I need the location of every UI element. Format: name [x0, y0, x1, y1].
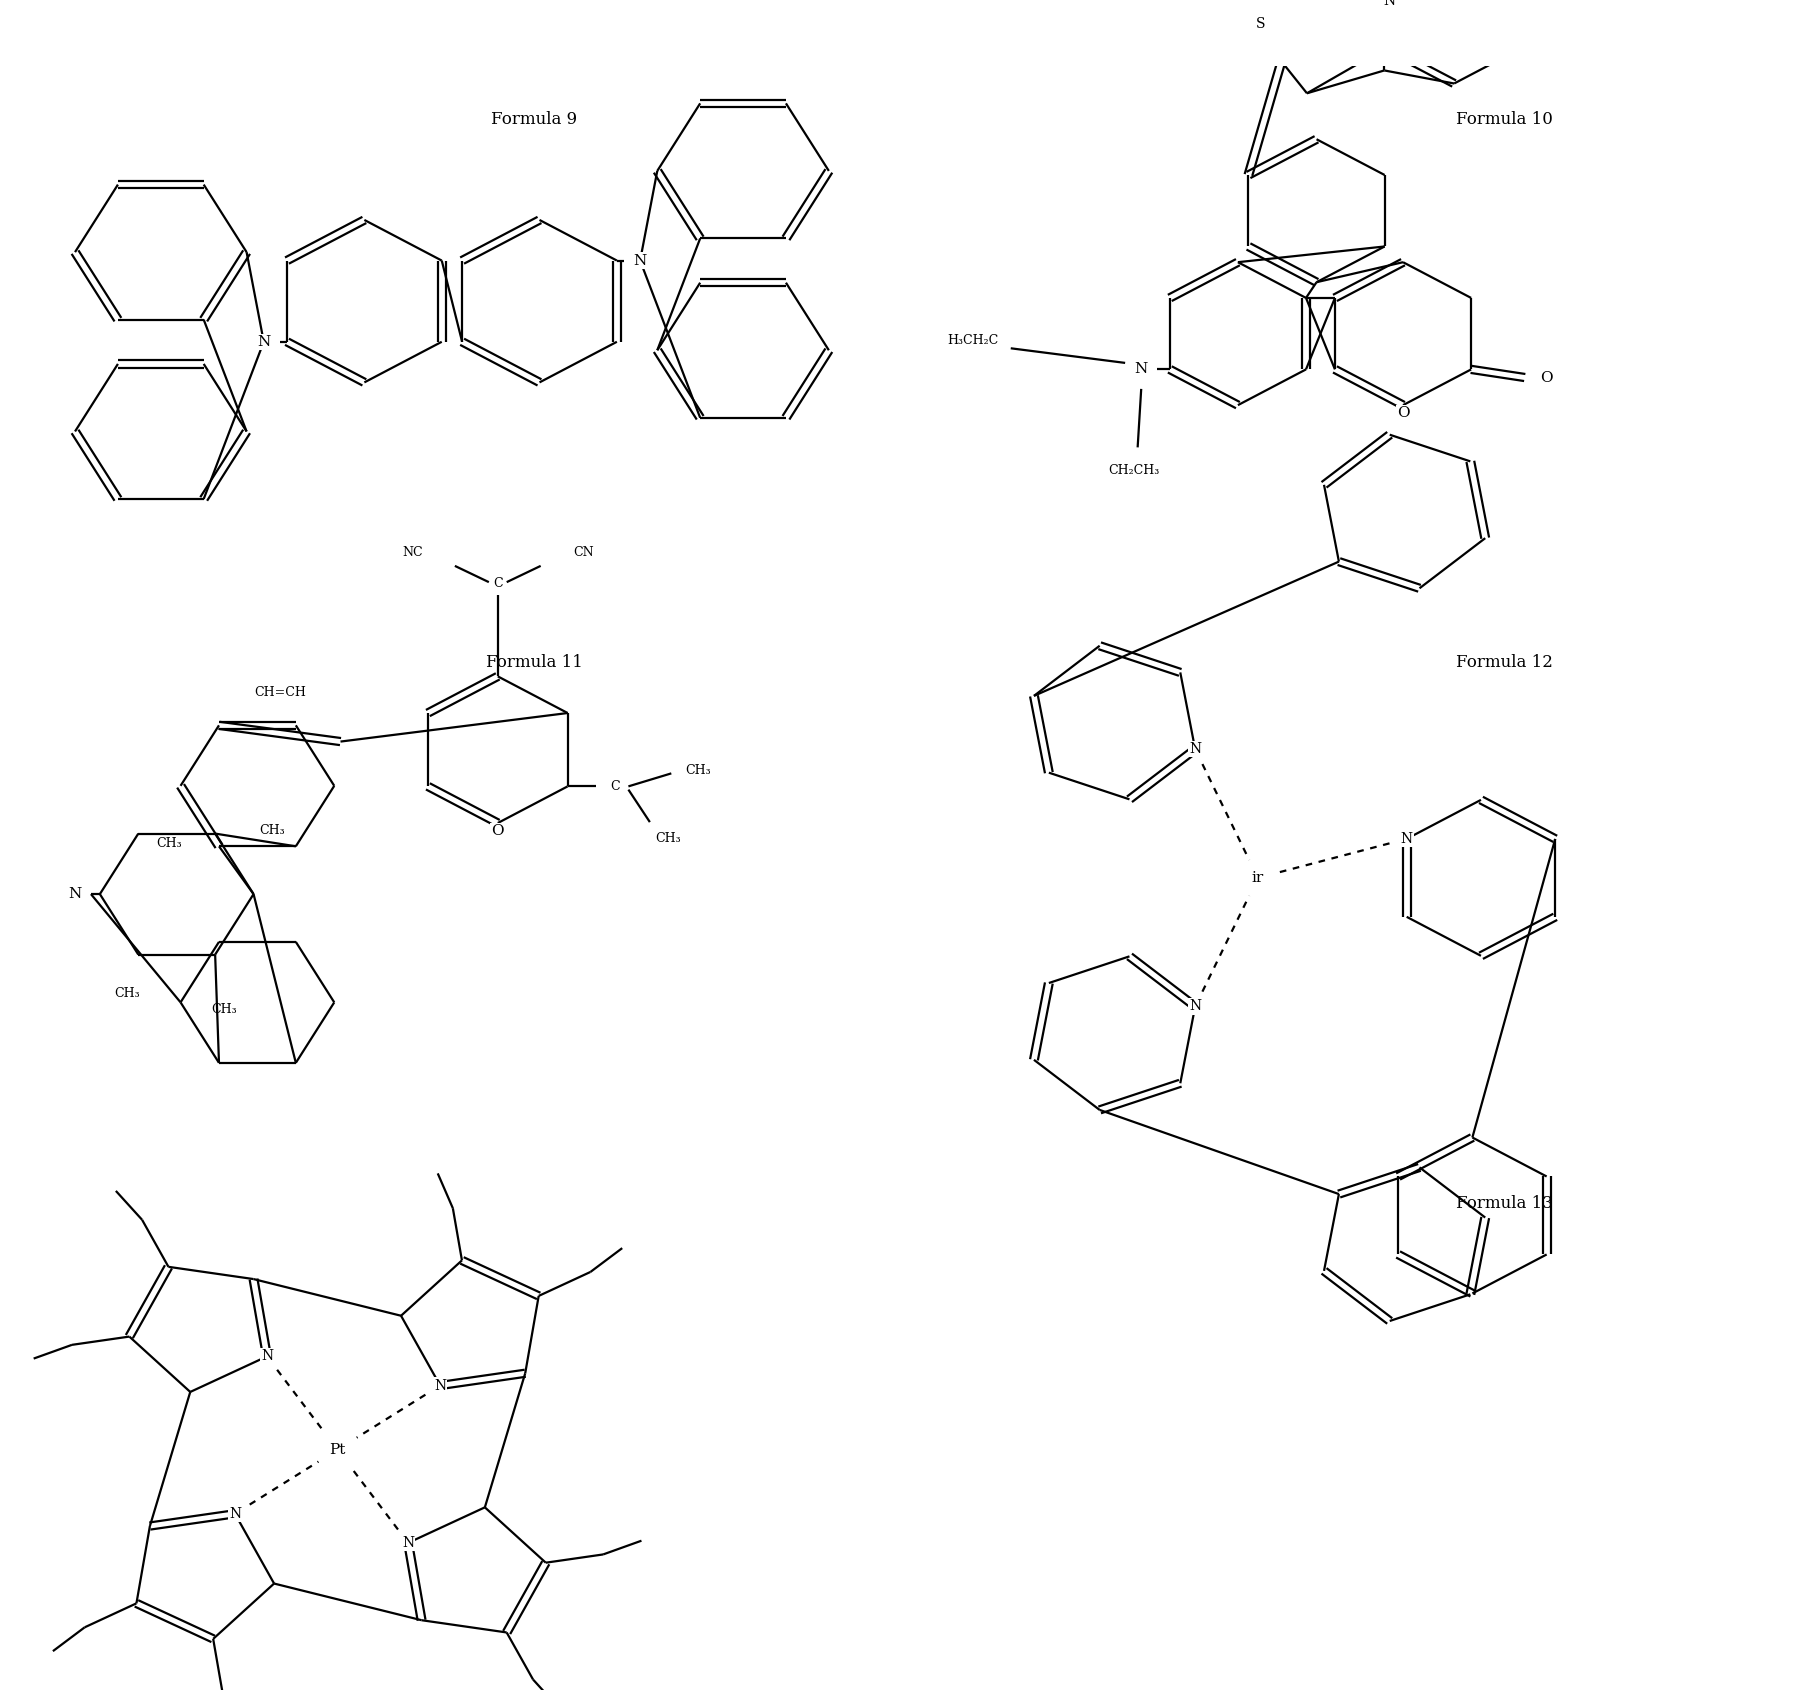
Text: C: C	[493, 577, 502, 591]
Text: N: N	[1383, 0, 1396, 8]
Text: N: N	[402, 1536, 414, 1549]
Text: NC: NC	[402, 546, 423, 560]
Text: Formula 9: Formula 9	[492, 110, 576, 127]
Text: CH₃: CH₃	[259, 825, 285, 837]
Text: N: N	[261, 1349, 274, 1363]
Text: Pt: Pt	[330, 1442, 346, 1456]
Text: CN: CN	[573, 546, 594, 560]
Text: O: O	[1398, 406, 1410, 421]
Text: N: N	[258, 334, 270, 350]
Text: N: N	[434, 1378, 447, 1393]
Text: CH₃: CH₃	[211, 1003, 238, 1017]
Text: O: O	[492, 825, 504, 838]
Text: N: N	[68, 888, 81, 901]
Text: CH=CH: CH=CH	[254, 686, 306, 699]
Text: Formula 12: Formula 12	[1455, 653, 1552, 670]
Text: CH₃: CH₃	[157, 837, 182, 850]
Text: CH₃: CH₃	[686, 764, 711, 777]
Text: CH₃: CH₃	[115, 988, 140, 1000]
Text: H₃CH₂C: H₃CH₂C	[947, 334, 998, 346]
Text: N: N	[1189, 1000, 1201, 1013]
Text: ir: ir	[1252, 871, 1264, 884]
Text: N: N	[1401, 832, 1412, 845]
Text: Formula 13: Formula 13	[1455, 1195, 1552, 1212]
Text: O: O	[1540, 370, 1552, 385]
Text: CH₃: CH₃	[656, 832, 681, 845]
Text: Formula 10: Formula 10	[1455, 110, 1552, 127]
Text: Formula 11: Formula 11	[486, 653, 582, 670]
Text: N: N	[634, 253, 647, 268]
Text: S: S	[1255, 17, 1266, 31]
Text: N: N	[1135, 363, 1147, 377]
Text: CH₂CH₃: CH₂CH₃	[1108, 463, 1160, 477]
Text: N: N	[229, 1507, 241, 1521]
Text: N: N	[1189, 742, 1201, 757]
Text: C: C	[611, 781, 620, 792]
